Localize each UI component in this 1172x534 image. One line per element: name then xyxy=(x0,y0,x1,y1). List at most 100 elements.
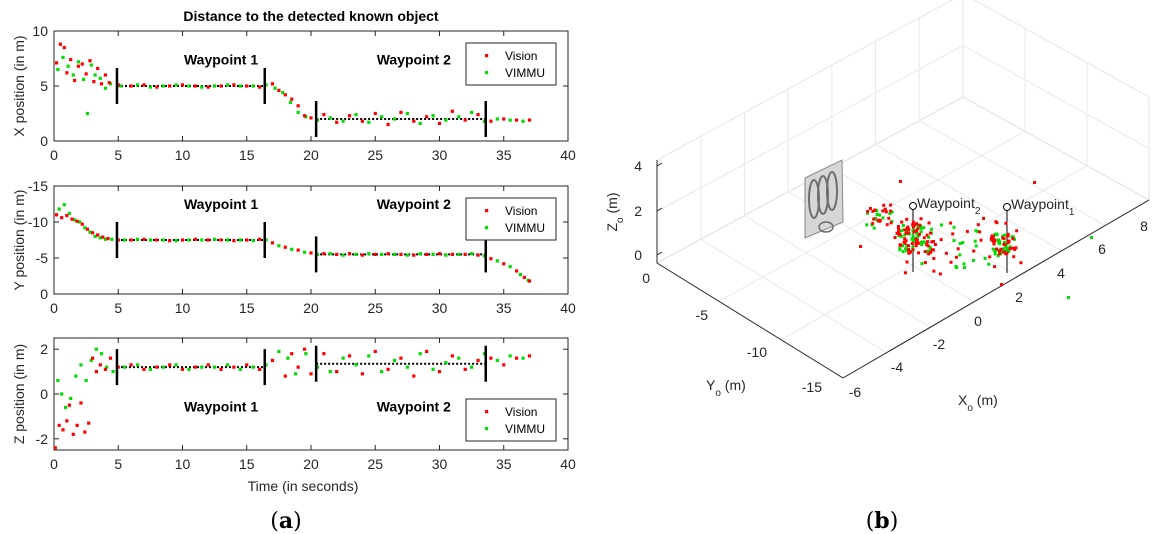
x-tick-label: 20 xyxy=(303,456,319,472)
x-tick-label: 35 xyxy=(496,147,512,163)
vimmu-point xyxy=(1008,245,1012,249)
vimmu-point xyxy=(67,211,72,215)
vimmu-point xyxy=(273,86,277,90)
vision-point xyxy=(1004,221,1008,225)
vision-point xyxy=(302,347,307,351)
vimmu-point xyxy=(123,365,127,369)
waypoint-label: Waypoint 1 xyxy=(184,52,258,68)
vimmu-point xyxy=(174,239,178,243)
vimmu-point xyxy=(915,231,919,235)
legend-marker xyxy=(485,427,489,431)
x-tick-label: 5 xyxy=(114,147,122,163)
x-tick-label: 4 xyxy=(1057,265,1065,281)
waypoint-label: Waypoint 2 xyxy=(377,52,451,68)
x-tick-label: 0 xyxy=(50,147,58,163)
vision-point xyxy=(76,64,81,68)
vision-point xyxy=(923,261,927,265)
vision-point xyxy=(129,363,133,367)
vimmu-point xyxy=(973,239,977,243)
vision-point xyxy=(87,421,91,425)
x-tick-label: 8 xyxy=(1140,218,1148,234)
vimmu-point xyxy=(431,114,435,118)
vision-point xyxy=(412,374,416,378)
vimmu-point xyxy=(238,84,242,88)
vimmu-point xyxy=(148,238,152,242)
floor-grid xyxy=(718,130,1026,302)
vision-point xyxy=(889,203,893,207)
vision-point xyxy=(258,237,262,241)
vision-point xyxy=(1008,247,1012,251)
legend-marker xyxy=(485,71,489,75)
vimmu-point xyxy=(898,248,902,252)
vision-point xyxy=(450,354,454,358)
vision-point xyxy=(992,240,996,244)
y-tick-label: -10 xyxy=(28,214,48,230)
legend-label: Vision xyxy=(505,204,537,218)
vision-point xyxy=(399,110,403,114)
vimmu-point xyxy=(482,254,487,258)
vimmu-point xyxy=(888,212,892,216)
vision-point xyxy=(322,352,326,356)
vision-point xyxy=(1006,234,1010,238)
y-tick-label: 0 xyxy=(40,133,48,149)
x-tick-label: 40 xyxy=(560,300,576,316)
vision-point xyxy=(1007,239,1011,243)
y-axis-label: Yo (m) xyxy=(706,377,746,399)
vimmu-point xyxy=(110,237,114,241)
vision-point xyxy=(1004,252,1008,256)
vision-point xyxy=(57,423,61,427)
vimmu-point xyxy=(264,363,268,367)
x-tick-label: -6 xyxy=(849,384,862,400)
vimmu-point xyxy=(899,234,903,238)
chart-title: Distance to the detected known object xyxy=(183,8,438,24)
vimmu-point xyxy=(392,358,397,362)
vision-point xyxy=(522,275,526,280)
vimmu-point xyxy=(993,252,997,256)
vimmu-point xyxy=(354,252,358,256)
floor-grid xyxy=(831,167,1019,277)
vimmu-point xyxy=(521,356,525,360)
vision-point xyxy=(168,84,172,88)
vimmu-point xyxy=(1005,246,1009,250)
vision-point xyxy=(62,45,66,50)
vimmu-point xyxy=(111,370,115,374)
x-axis-label: Time (in seconds) xyxy=(248,478,359,494)
vision-point xyxy=(884,210,888,214)
vision-point xyxy=(908,250,912,254)
vision-point xyxy=(258,367,262,371)
vimmu-point xyxy=(1001,234,1005,238)
legend-box xyxy=(465,42,557,86)
x-tick-label: 35 xyxy=(496,456,512,472)
vision-point xyxy=(360,372,364,376)
waypoint-label: Waypoint1 xyxy=(1011,196,1075,218)
vision-point xyxy=(70,217,74,221)
vision-point xyxy=(193,237,197,241)
vision-point xyxy=(232,83,236,87)
vimmu-point xyxy=(288,100,293,105)
vimmu-point xyxy=(74,374,78,378)
x-tick-label: 30 xyxy=(432,300,448,316)
vimmu-point xyxy=(993,250,997,254)
vision-point xyxy=(65,213,69,218)
vimmu-point xyxy=(78,220,82,224)
vimmu-point xyxy=(508,265,512,269)
vimmu-point xyxy=(225,238,230,242)
panel-label-part: ) xyxy=(293,509,302,534)
vision-point xyxy=(1006,232,1010,236)
floor-grid xyxy=(700,238,887,353)
vision-point xyxy=(155,238,159,242)
x-tick-label: 20 xyxy=(303,147,319,163)
vision-point xyxy=(463,118,467,122)
vision-point xyxy=(386,367,390,371)
vision-point xyxy=(96,66,100,70)
vimmu-point xyxy=(911,234,915,238)
vimmu-point xyxy=(99,352,104,356)
vision-point xyxy=(904,239,908,243)
vimmu-point xyxy=(431,252,435,256)
vision-point xyxy=(277,88,281,92)
legend-label: Vision xyxy=(505,405,537,419)
vision-point xyxy=(168,239,172,243)
vision-point xyxy=(92,80,96,84)
vision-point xyxy=(103,367,107,371)
vimmu-point xyxy=(875,209,879,213)
